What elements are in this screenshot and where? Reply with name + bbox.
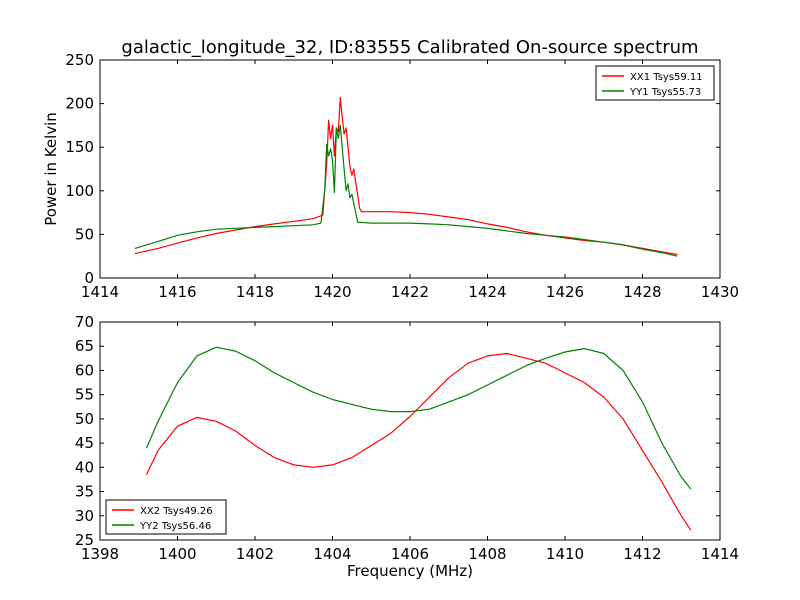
legend-label: YY1 Tsys55.73: [629, 87, 701, 98]
x-tick-label: 1408: [468, 545, 506, 563]
y-tick-label: 50: [75, 225, 94, 243]
x-tick-label: 1410: [546, 545, 584, 563]
series-line-2: [145, 346, 692, 490]
y-tick-label: 30: [75, 507, 94, 525]
y-tick-label: 60: [75, 361, 94, 379]
y-axis-label: Power in Kelvin: [42, 112, 60, 226]
y-tick-label: 50: [75, 410, 94, 428]
y-tick-label: 200: [65, 95, 94, 113]
x-tick-label: 1428: [623, 283, 661, 301]
x-tick-label: 1414: [81, 283, 119, 301]
plot-panel-1: 1414 1416 1418 1420 1422 1424 1426 1428 1430 0 50 1…: [42, 51, 739, 301]
y-tick-label: 35: [75, 483, 94, 501]
x-tick-label: 1422: [391, 283, 429, 301]
y-tick-label: 55: [75, 386, 94, 404]
x-tick-label: 1400: [158, 545, 196, 563]
x-tick-label: 1406: [391, 545, 429, 563]
x-tick-label: 1414: [701, 545, 739, 563]
series-line-1: [145, 352, 692, 531]
legend-box: [595, 65, 715, 101]
x-axis-label: Frequency (MHz): [347, 562, 473, 580]
legend-label: XX2 Tsys49.26: [140, 506, 213, 517]
y-tick-label: 40: [75, 458, 94, 476]
x-tick-label: 1430: [701, 283, 739, 301]
legend: XX1 Tsys59.11 YY1 Tsys55.73: [595, 65, 715, 101]
y-tick-label: 0: [84, 269, 94, 287]
y-tick-label: 45: [75, 434, 94, 452]
x-tick-label: 1412: [623, 545, 661, 563]
x-tick-label: 1420: [313, 283, 351, 301]
x-tick-label: 1426: [546, 283, 584, 301]
y-tick-label: 150: [65, 138, 94, 156]
y-tick-label: 250: [65, 51, 94, 69]
x-tick-label: 1404: [313, 545, 351, 563]
x-tick-label: 1424: [468, 283, 506, 301]
series-line-1: [134, 96, 678, 256]
y-tick-label: 25: [75, 531, 94, 549]
x-tick-label: 1416: [158, 283, 196, 301]
y-tick-label: 70: [75, 313, 94, 331]
series-line-2: [134, 124, 678, 257]
legend-box: [105, 499, 227, 535]
legend: XX2 Tsys49.26 YY2 Tsys56.46: [105, 499, 227, 535]
y-tick-label: 65: [75, 337, 94, 355]
legend-label: XX1 Tsys59.11: [630, 72, 703, 83]
figure-title: galactic_longitude_32, ID:83555 Calibrat…: [121, 37, 698, 58]
x-tick-label: 1418: [236, 283, 274, 301]
x-tick-label: 1402: [236, 545, 274, 563]
legend-label: YY2 Tsys56.46: [139, 521, 211, 532]
x-tick-label: 1398: [81, 545, 119, 563]
plot-panel-2: 1398 1400 1402 1404 1406 1408 1410 1412 1414 25 30…: [75, 313, 739, 580]
y-tick-label: 100: [65, 182, 94, 200]
